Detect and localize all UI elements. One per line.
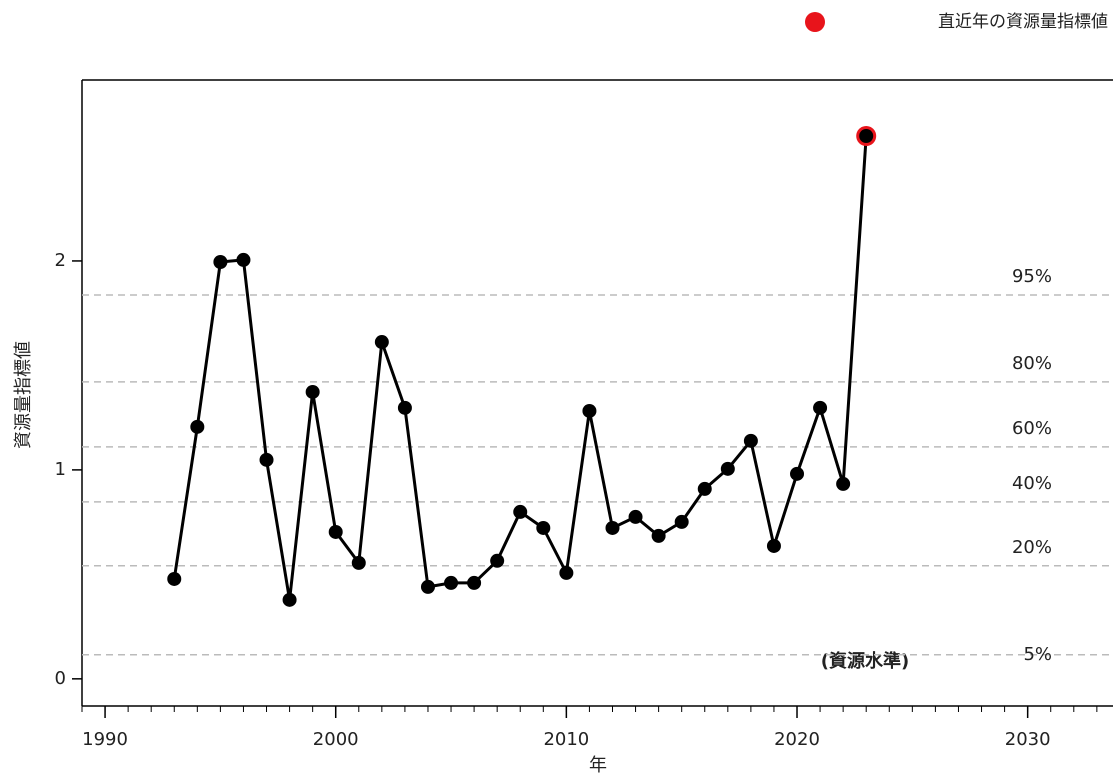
point (536, 520, 551, 535)
x-tick-label: 2010 (543, 729, 589, 750)
reference-label: 40% (1012, 473, 1052, 494)
point (813, 400, 828, 415)
point (766, 538, 781, 553)
reference-label: 80% (1012, 353, 1052, 374)
reference-label: 20% (1012, 537, 1052, 558)
point (374, 335, 389, 350)
x-tick-label: 1990 (82, 729, 128, 750)
legend-marker (805, 12, 825, 32)
point (490, 553, 505, 568)
point (743, 433, 758, 448)
point (674, 514, 689, 529)
annotation: (資源水準) (821, 650, 909, 672)
point (328, 524, 343, 539)
point (444, 575, 459, 590)
point (397, 400, 412, 415)
point (467, 575, 482, 590)
point (859, 128, 874, 143)
point (190, 419, 205, 434)
point (582, 403, 597, 418)
point (420, 579, 435, 594)
point (282, 592, 297, 607)
x-tick-label: 2030 (1005, 729, 1051, 750)
point (697, 481, 712, 496)
point (836, 476, 851, 491)
point (790, 466, 805, 481)
point (213, 254, 228, 269)
legend-label: 直近年の資源量指標値 (938, 12, 1108, 32)
y-tick-label: 1 (55, 459, 66, 480)
x-tick-label: 2000 (313, 729, 359, 750)
point (513, 504, 528, 519)
x-axis-label: 年 (589, 755, 607, 776)
point (305, 384, 320, 399)
point (351, 555, 366, 570)
y-axis-label: 資源量指標値 (13, 341, 34, 449)
y-tick-label: 2 (55, 250, 66, 271)
point (559, 565, 574, 580)
reference-label: 60% (1012, 418, 1052, 439)
point (236, 252, 251, 267)
reference-label: 95% (1012, 266, 1052, 287)
point (628, 509, 643, 524)
y-tick-label: 0 (55, 668, 66, 689)
point (167, 571, 182, 586)
x-tick-label: 2020 (774, 729, 820, 750)
point (605, 520, 620, 535)
reference-label: 5% (1023, 644, 1052, 665)
point (259, 452, 274, 467)
point (651, 528, 666, 543)
point (720, 461, 735, 476)
series-line (172, 135, 868, 601)
